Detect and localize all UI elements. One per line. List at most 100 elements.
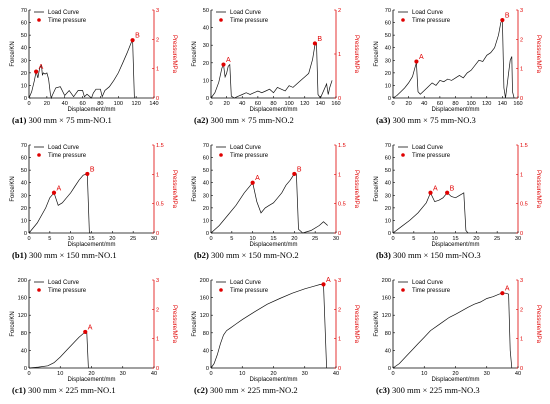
y-axis-label: Force/KN: [10, 176, 16, 201]
y2-tick-label: 1.5: [338, 143, 346, 149]
x-tick-label: 15: [452, 236, 458, 242]
y-tick-label: 10: [385, 218, 391, 224]
y2-tick-label: 0: [156, 96, 159, 102]
x-tick-label: 20: [473, 236, 479, 242]
x-tick-label: 5: [48, 236, 51, 242]
y2-tick-label: 1: [520, 172, 523, 178]
y-axis-label: Force/KN: [192, 311, 198, 336]
pressure-point-label: A: [39, 64, 44, 71]
y-tick-label: 50: [21, 168, 27, 174]
y2-axis-label: Pressure/MPa: [171, 170, 177, 209]
y2-tick-label: 0: [338, 96, 341, 102]
chart-svg-b3: 0 5 10 15 20 25 3001020304050607000.511.5Displ…: [374, 143, 541, 248]
chart-panel-b1: 0 5 10 15 20 25 30 0 10 20 30 40 50 60 70 0 0.5 1 1.5 Displ…: [4, 137, 182, 269]
pressure-point-A: [221, 62, 226, 67]
chart-svg-a1: 0 20 40 60 80 100 120 1400102030405060700123Dis…: [10, 8, 177, 113]
legend-dot-swatch: [401, 288, 405, 292]
y-axis-label: Force/KN: [10, 311, 16, 336]
legend-label: Time pressure: [48, 153, 87, 159]
x-tick-label: 160: [513, 101, 522, 107]
legend-label: Time pressure: [48, 18, 87, 24]
y-tick-label: 40: [385, 46, 391, 52]
panel-caption-text: 300 mm × 75 mm-NO.2: [208, 115, 294, 125]
x-axis-label: Displacement/mm: [249, 377, 297, 383]
panel-caption-prefix: (c1): [12, 385, 26, 395]
x-axis-label: Displacement/mm: [431, 377, 479, 383]
x-tick-label: 80: [452, 101, 458, 107]
x-tick-label: 0: [27, 371, 30, 377]
panel-caption: (c2) 300 mm × 225 mm-NO.2: [194, 385, 298, 395]
load-curve-line: [28, 173, 92, 234]
y2-tick-label: 1: [338, 172, 341, 178]
x-tick-label: 40: [151, 371, 157, 377]
legend-label: Time pressure: [48, 288, 87, 294]
x-tick-label: 40: [62, 101, 68, 107]
x-tick-label: 10: [239, 371, 245, 377]
x-tick-label: 60: [79, 101, 85, 107]
x-tick-label: 40: [421, 101, 427, 107]
y2-tick-label: 1: [338, 337, 341, 343]
y-tick-label: 80: [203, 331, 209, 337]
legend-dot-swatch: [37, 288, 41, 292]
load-curve-line: [392, 18, 515, 99]
y-tick-label: 0: [24, 96, 27, 102]
x-tick-label: 30: [151, 236, 157, 242]
x-tick-label: 0: [27, 101, 30, 107]
y-tick-label: 80: [21, 331, 27, 337]
x-tick-label: 140: [149, 101, 158, 107]
y2-tick-label: 0.5: [338, 202, 346, 208]
legend-dot-swatch: [37, 18, 41, 22]
x-tick-label: 5: [230, 236, 233, 242]
x-tick-label: 30: [484, 371, 490, 377]
y2-tick-label: 1: [156, 172, 159, 178]
y-tick-label: 120: [18, 313, 27, 319]
chart-svg-c2: 0 10 20 30 40040801201602000123Displacement/…: [192, 277, 359, 383]
y-tick-label: 60: [21, 21, 27, 27]
legend-label: Load Curve: [48, 280, 80, 286]
x-tick-label: 120: [300, 101, 309, 107]
x-tick-label: 20: [452, 371, 458, 377]
pressure-point-B: [292, 171, 297, 177]
y-tick-label: 60: [203, 156, 209, 162]
pressure-point-label: A: [326, 277, 331, 284]
x-tick-label: 15: [88, 236, 94, 242]
legend-label: Load Curve: [230, 280, 262, 286]
panel-caption: (b2) 300 mm × 150 mm-NO.2: [194, 250, 299, 260]
y-axis-label: Force/KN: [192, 176, 198, 201]
y-tick-label: 0: [388, 366, 391, 372]
legend-label: Time pressure: [412, 288, 451, 294]
x-tick-label: 0: [391, 236, 394, 242]
pressure-point-B: [312, 41, 318, 46]
pressure-point-B: [500, 17, 505, 23]
panel-caption-text: 300 mm × 150 mm-NO.2: [208, 250, 299, 260]
y2-tick-label: 1.5: [156, 143, 164, 149]
x-tick-label: 25: [130, 236, 136, 242]
chart-panel-a2: 0 20 40 60 80 100 120 140 160 0 10 20 30 40 50 0 1 2 Displ…: [186, 2, 364, 134]
legend-dot-swatch: [219, 153, 223, 157]
pressure-point-label: B: [135, 33, 140, 40]
y-tick-label: 20: [385, 71, 391, 77]
y-tick-label: 70: [203, 143, 209, 149]
y-tick-label: 120: [382, 313, 391, 319]
x-tick-label: 5: [412, 236, 415, 242]
y2-tick-label: 3: [338, 278, 341, 284]
chart-panel-b3: 0 5 10 15 20 25 30 0 10 20 30 40 50 60 70 0 0.5 1 1.5 Displ…: [368, 137, 546, 269]
pressure-point-label: B: [505, 13, 510, 20]
y-tick-label: 0: [388, 231, 391, 237]
legend-label: Time pressure: [412, 153, 451, 159]
x-axis-label: Displacement/mm: [67, 242, 115, 248]
y-tick-label: 80: [385, 331, 391, 337]
y-tick-label: 50: [203, 8, 209, 14]
panel-caption: (b3) 300 mm × 150 mm-NO.3: [376, 250, 481, 260]
x-tick-label: 25: [494, 236, 500, 242]
y2-tick-label: 2: [156, 307, 159, 313]
y-tick-label: 160: [18, 296, 27, 302]
legend-label: Load Curve: [48, 145, 80, 151]
y-tick-label: 30: [203, 43, 209, 49]
y-tick-label: 40: [203, 26, 209, 32]
load-curve-line: [210, 173, 328, 234]
y2-tick-label: 3: [520, 278, 523, 284]
pressure-point-label: A: [419, 54, 424, 61]
panel-caption: (b1) 300 mm × 150 mm-NO.1: [12, 250, 117, 260]
x-tick-label: 0: [27, 236, 30, 242]
